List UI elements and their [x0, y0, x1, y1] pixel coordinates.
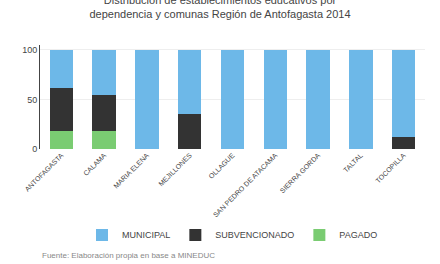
svg-text:OLLAGUE: OLLAGUE [207, 152, 236, 181]
svg-text:MUNICIPAL: MUNICIPAL [122, 230, 170, 240]
svg-text:PAGADO: PAGADO [339, 230, 377, 240]
svg-text:Distribución de establecimient: Distribución de establecimientos educati… [89, 0, 350, 20]
svg-text:50: 50 [27, 95, 37, 105]
svg-text:SUBVENCIONADO: SUBVENCIONADO [215, 230, 294, 240]
svg-text:MEJILLONES: MEJILLONES [157, 152, 193, 188]
svg-text:100: 100 [22, 45, 37, 55]
svg-text:CALAMA: CALAMA [82, 152, 108, 178]
svg-text:SAN PEDRO DE ATACAMA: SAN PEDRO DE ATACAMA [212, 152, 279, 219]
svg-text:ANTOFAGASTA: ANTOFAGASTA [23, 152, 64, 193]
svg-text:0: 0 [32, 144, 37, 154]
svg-text:MARIA ELENA: MARIA ELENA [112, 152, 150, 190]
svg-text:TALTAL: TALTAL [342, 152, 364, 174]
svg-text:TOCOPILLA: TOCOPILLA [374, 152, 407, 185]
svg-text:SIERRA GORDA: SIERRA GORDA [279, 152, 322, 195]
svg-text:Fuente: Elaboración propia en: Fuente: Elaboración propia en base a MIN… [42, 251, 215, 260]
